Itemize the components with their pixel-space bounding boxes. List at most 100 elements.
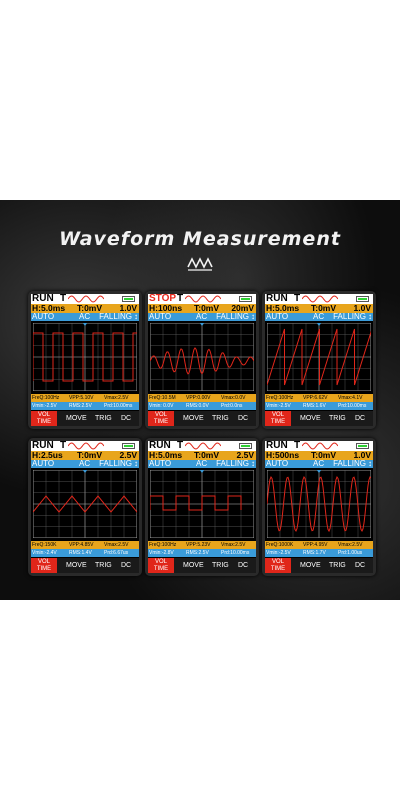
run-status[interactable]: RUN xyxy=(149,441,171,451)
trig-button[interactable]: TRIG xyxy=(329,415,346,422)
dc-button[interactable]: DC xyxy=(238,562,249,569)
volt-division[interactable]: 2.5V xyxy=(236,450,255,460)
coupling-value[interactable]: AC xyxy=(313,312,325,321)
run-status[interactable]: RUN xyxy=(266,441,288,451)
move-button[interactable]: MOVE xyxy=(66,415,87,422)
timebase-value[interactable]: H:2.5us xyxy=(32,450,63,460)
trigger-level[interactable]: T:0mV xyxy=(311,303,337,313)
trig-button[interactable]: TRIG xyxy=(95,415,112,422)
move-button[interactable]: MOVE xyxy=(66,562,87,569)
timebase-value[interactable]: H:5.0ms xyxy=(149,450,183,460)
trigger-level[interactable]: T:0mV xyxy=(77,303,103,313)
timebase-row: H:500ns T:0mV 1.0V xyxy=(265,450,373,460)
edge-value[interactable]: FALLING xyxy=(216,312,249,321)
trigger-marker-icon xyxy=(316,323,322,326)
mode-value[interactable]: AUTO xyxy=(266,459,289,468)
measurement-value: VPP:4.95V xyxy=(303,542,328,548)
trigger-label: T xyxy=(60,441,67,451)
vol-time-button[interactable]: VOL TIME xyxy=(31,558,57,573)
volt-division[interactable]: 1.0V xyxy=(119,303,138,313)
trigger-level[interactable]: T:0mV xyxy=(311,450,337,460)
run-status[interactable]: STOP xyxy=(149,294,177,304)
vol-time-button[interactable]: VOL TIME xyxy=(148,411,174,426)
oscilloscope-device: RUN T H:5.0ms T:0mV 1.0V AUTO AC FALLING ↕ FreQ:1… xyxy=(28,291,142,429)
volt-division[interactable]: 20mV xyxy=(231,303,254,313)
edge-value[interactable]: FALLING xyxy=(333,312,366,321)
edge-value[interactable]: FALLING xyxy=(99,459,132,468)
measurement-value: VPP:5.23V xyxy=(186,542,211,548)
measurement-value: VPP:5.10V xyxy=(69,395,94,401)
run-status[interactable]: RUN xyxy=(32,441,54,451)
trigger-level[interactable]: T:0mV xyxy=(194,450,220,460)
updown-arrow-icon: ↕ xyxy=(368,459,372,468)
oscilloscope-device: STOP T H:100ns T:0mV 20mV AUTO AC FALLING ↕ FreQ:… xyxy=(145,291,259,429)
volt-division[interactable]: 2.5V xyxy=(119,450,138,460)
timebase-value[interactable]: H:100ns xyxy=(149,303,183,313)
dc-button[interactable]: DC xyxy=(238,415,249,422)
vol-time-button[interactable]: VOL TIME xyxy=(148,558,174,573)
edge-value[interactable]: FALLING xyxy=(333,459,366,468)
vol-time-button[interactable]: VOL TIME xyxy=(265,558,291,573)
status-bar: RUN T xyxy=(265,441,373,451)
vol-label: VOL xyxy=(37,412,50,418)
status-bar: RUN T xyxy=(31,294,139,304)
mode-value[interactable]: AUTO xyxy=(266,312,289,321)
run-status[interactable]: RUN xyxy=(266,294,288,304)
edge-value[interactable]: FALLING xyxy=(99,312,132,321)
timebase-value[interactable]: H:500ns xyxy=(266,450,300,460)
trigger-marker-icon xyxy=(199,470,205,473)
trigger-label: T xyxy=(60,294,67,304)
signal-trace xyxy=(33,332,137,382)
vol-time-button[interactable]: VOL TIME xyxy=(31,411,57,426)
mode-value[interactable]: AUTO xyxy=(149,459,172,468)
coupling-value[interactable]: AC xyxy=(313,459,325,468)
trig-button[interactable]: TRIG xyxy=(212,562,229,569)
timebase-value[interactable]: H:5.0ms xyxy=(32,303,66,313)
trig-button[interactable]: TRIG xyxy=(95,562,112,569)
trigger-level[interactable]: T:0mV xyxy=(77,450,103,460)
updown-arrow-icon: ↕ xyxy=(251,459,255,468)
coupling-value[interactable]: AC xyxy=(196,312,208,321)
measurement-row-1: FreQ:1000K VPP:4.95V Vmax:2.5V xyxy=(265,541,373,549)
mode-value[interactable]: AUTO xyxy=(32,312,55,321)
mode-value[interactable]: AUTO xyxy=(149,312,172,321)
battery-icon xyxy=(239,296,252,302)
vol-label: VOL xyxy=(154,559,167,565)
move-button[interactable]: MOVE xyxy=(183,562,204,569)
coupling-value[interactable]: AC xyxy=(79,459,91,468)
waveform-plot xyxy=(150,323,254,391)
trigger-level[interactable]: T:0mV xyxy=(194,303,220,313)
run-status[interactable]: RUN xyxy=(32,294,54,304)
dc-button[interactable]: DC xyxy=(121,562,132,569)
dc-button[interactable]: DC xyxy=(355,562,366,569)
oscilloscope-device: RUN T H:5.0ms T:0mV 2.5V AUTO AC FALLING ↕ FreQ:1… xyxy=(145,438,259,576)
coupling-value[interactable]: AC xyxy=(79,312,91,321)
mini-wave-icon xyxy=(185,442,221,450)
measurement-row-1: FreQ:100Hz VPP:5.10V Vmax:2.5V xyxy=(31,394,139,402)
coupling-value[interactable]: AC xyxy=(196,459,208,468)
measurement-value: FreQ:1000K xyxy=(266,542,294,548)
waveform-plot xyxy=(150,470,254,538)
move-button[interactable]: MOVE xyxy=(183,415,204,422)
battery-icon xyxy=(122,296,135,302)
vol-time-button[interactable]: VOL TIME xyxy=(265,411,291,426)
mode-value[interactable]: AUTO xyxy=(32,459,55,468)
measurement-value: Vmin:-2.5V xyxy=(266,403,291,409)
dc-button[interactable]: DC xyxy=(355,415,366,422)
move-button[interactable]: MOVE xyxy=(300,562,321,569)
trig-button[interactable]: TRIG xyxy=(212,415,229,422)
mode-row: AUTO AC FALLING ↕ xyxy=(31,459,139,468)
oscilloscope-screen: RUN T H:2.5us T:0mV 2.5V AUTO AC FALLING ↕ FreQ:1… xyxy=(31,441,139,573)
battery-icon xyxy=(356,296,369,302)
move-button[interactable]: MOVE xyxy=(300,415,321,422)
dc-button[interactable]: DC xyxy=(121,415,132,422)
measurement-value: RMS:1.4V xyxy=(69,550,92,556)
mode-row: AUTO AC FALLING ↕ xyxy=(31,312,139,321)
volt-division[interactable]: 1.0V xyxy=(353,450,372,460)
volt-division[interactable]: 1.0V xyxy=(353,303,372,313)
trig-button[interactable]: TRIG xyxy=(329,562,346,569)
measurement-value: FreQ:10.5M xyxy=(149,395,176,401)
edge-value[interactable]: FALLING xyxy=(216,459,249,468)
measurement-value: VPP:4.85V xyxy=(69,542,94,548)
timebase-value[interactable]: H:5.0ms xyxy=(266,303,300,313)
